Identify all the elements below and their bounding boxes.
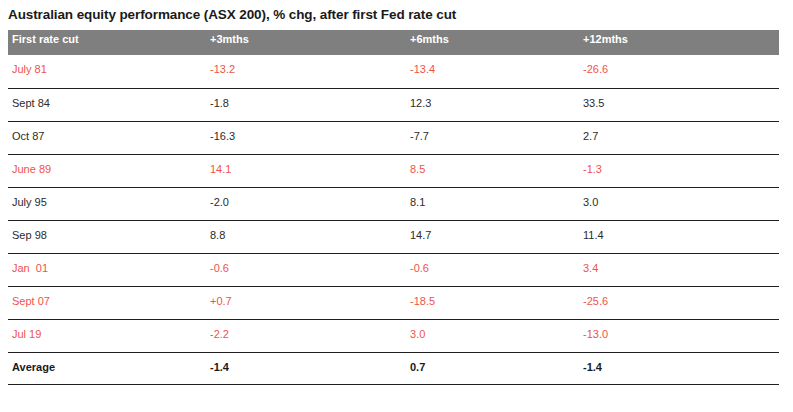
table-row: July 95-2.08.13.0 xyxy=(8,187,779,220)
row-value: -0.6 xyxy=(210,262,410,286)
row-label: June 89 xyxy=(8,163,210,187)
row-value: 3.4 xyxy=(583,262,779,286)
row-value: 14.7 xyxy=(410,229,583,253)
average-value-12mths: -1.4 xyxy=(583,361,779,384)
row-value: -1.3 xyxy=(583,163,779,187)
table-row: Oct 87-16.3-7.72.7 xyxy=(8,121,779,154)
table-body: July 81-13.2-13.4-26.6Sept 84-1.812.333.… xyxy=(8,55,779,352)
row-value: 12.3 xyxy=(410,97,583,121)
row-value: -18.5 xyxy=(410,295,583,319)
row-label: Jul 19 xyxy=(8,328,210,352)
table-row: June 8914.18.5-1.3 xyxy=(8,154,779,187)
row-value: -25.6 xyxy=(583,295,779,319)
row-value: -13.4 xyxy=(410,63,583,88)
average-label: Average xyxy=(8,361,210,384)
table-row: Sept 84-1.812.333.5 xyxy=(8,88,779,121)
table-header: First rate cut +3mths +6mths +12mths xyxy=(8,30,779,55)
row-value: 3.0 xyxy=(583,196,779,220)
row-value: -26.6 xyxy=(583,63,779,88)
row-value: -16.3 xyxy=(210,130,410,154)
average-value-6mths: 0.7 xyxy=(410,361,583,384)
header-cell-first-rate-cut: First rate cut xyxy=(8,33,210,55)
row-value: 2.7 xyxy=(583,130,779,154)
row-label: Sep 98 xyxy=(8,229,210,253)
row-value: 8.1 xyxy=(410,196,583,220)
row-label: July 95 xyxy=(8,196,210,220)
table-row: Sep 988.814.711.4 xyxy=(8,220,779,253)
row-value: -13.2 xyxy=(210,63,410,88)
row-value: -2.0 xyxy=(210,196,410,220)
row-value: 3.0 xyxy=(410,328,583,352)
row-label: Sept 84 xyxy=(8,97,210,121)
row-value: -1.8 xyxy=(210,97,410,121)
row-value: 11.4 xyxy=(583,229,779,253)
page-title: Australian equity performance (ASX 200),… xyxy=(8,7,793,23)
row-value: -0.6 xyxy=(410,262,583,286)
row-value: +0.7 xyxy=(210,295,410,319)
header-cell-6mths: +6mths xyxy=(410,33,583,55)
row-value: -2.2 xyxy=(210,328,410,352)
row-value: 14.1 xyxy=(210,163,410,187)
row-label: Oct 87 xyxy=(8,130,210,154)
average-row: Average -1.4 0.7 -1.4 xyxy=(8,352,779,385)
header-cell-3mths: +3mths xyxy=(210,33,410,55)
table-row: Sept 07+0.7-18.5-25.6 xyxy=(8,286,779,319)
performance-table: First rate cut +3mths +6mths +12mths Jul… xyxy=(8,30,779,385)
row-label: Sept 07 xyxy=(8,295,210,319)
row-label: Jan 01 xyxy=(8,262,210,286)
row-value: -7.7 xyxy=(410,130,583,154)
average-value-3mths: -1.4 xyxy=(210,361,410,384)
row-label: July 81 xyxy=(8,63,210,88)
table-row: Jan 01-0.6-0.63.4 xyxy=(8,253,779,286)
row-value: 8.5 xyxy=(410,163,583,187)
table-row: July 81-13.2-13.4-26.6 xyxy=(8,55,779,88)
row-value: 33.5 xyxy=(583,97,779,121)
header-cell-12mths: +12mths xyxy=(583,33,779,55)
table-row: Jul 19-2.23.0-13.0 xyxy=(8,319,779,352)
row-value: -13.0 xyxy=(583,328,779,352)
row-value: 8.8 xyxy=(210,229,410,253)
